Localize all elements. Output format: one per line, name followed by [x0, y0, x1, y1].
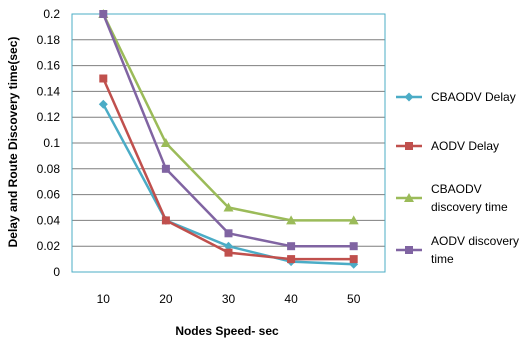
- data-point: [161, 164, 170, 173]
- x-axis-ticks: 10 20 30 40 50: [97, 292, 361, 306]
- series-4: [99, 10, 358, 251]
- series-group: [98, 9, 359, 269]
- x-tick-label: 50: [347, 292, 361, 306]
- legend: CBAODV Delay AODV Delay CBAODV discovery ti…: [396, 90, 519, 266]
- data-point: [160, 138, 171, 147]
- data-point: [287, 255, 296, 264]
- legend-item: CBAODV Delay: [396, 90, 516, 104]
- data-point: [405, 246, 413, 254]
- legend-label: CBAODV Delay: [431, 90, 516, 104]
- data-point: [404, 193, 414, 202]
- data-point: [404, 92, 414, 102]
- data-point: [98, 99, 108, 109]
- x-tick-label: 20: [159, 292, 173, 306]
- legend-label: AODV Delay: [431, 139, 499, 153]
- legend-item: AODV discovery time: [396, 234, 519, 266]
- series-2: [99, 74, 358, 264]
- y-tick-label: 0.02: [37, 239, 61, 253]
- data-point: [349, 242, 358, 251]
- legend-label: discovery time: [431, 200, 508, 214]
- x-tick-label: 10: [97, 292, 111, 306]
- y-axis-title: Delay and Route Discovery time(sec): [6, 37, 20, 248]
- legend-label: time: [431, 252, 454, 266]
- series-line: [102, 103, 354, 266]
- y-tick-label: 0.16: [37, 59, 61, 73]
- legend-item: CBAODV discovery time: [396, 182, 508, 214]
- plot-area: [71, 13, 386, 273]
- data-point: [286, 215, 297, 225]
- data-point: [405, 142, 413, 150]
- data-point: [224, 241, 233, 251]
- y-tick-label: 0.18: [37, 33, 61, 47]
- data-point: [349, 255, 358, 264]
- x-axis-title: Nodes Speed- sec: [175, 324, 279, 338]
- y-tick-label: 0.04: [37, 213, 61, 227]
- y-tick-label: 0.14: [37, 84, 61, 98]
- y-tick-label: 0.2: [43, 7, 60, 21]
- legend-label: AODV discovery: [431, 234, 519, 248]
- y-tick-label: 0: [53, 265, 60, 279]
- data-point: [287, 242, 296, 251]
- y-tick-label: 0.1: [43, 136, 60, 150]
- y-tick-label: 0.12: [37, 110, 61, 124]
- data-point: [224, 229, 233, 238]
- y-axis-ticks: 0 0.02 0.04 0.06 0.08 0.1 0.12 0.14 0.16 0.18 0.2: [37, 7, 61, 279]
- data-point: [161, 216, 170, 225]
- y-tick-label: 0.08: [37, 162, 61, 176]
- x-tick-label: 40: [284, 292, 298, 306]
- data-point: [223, 202, 234, 212]
- data-point: [99, 10, 108, 18]
- data-point: [99, 74, 108, 83]
- legend-item: AODV Delay: [396, 139, 499, 153]
- series-1: [98, 99, 359, 269]
- data-point: [224, 248, 233, 257]
- legend-label: CBAODV: [431, 182, 482, 196]
- x-tick-label: 30: [222, 292, 236, 306]
- y-tick-label: 0.06: [37, 188, 61, 202]
- data-point: [348, 215, 359, 225]
